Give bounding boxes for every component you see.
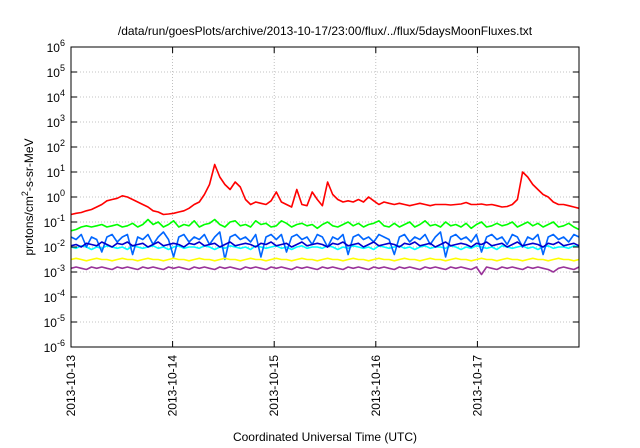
y-tick-base: 10 <box>44 341 58 355</box>
y-tick-base: 10 <box>47 141 61 155</box>
y-tick-exp: -3 <box>57 263 65 273</box>
y-tick-exp: -4 <box>57 288 65 298</box>
y-tick-exp: -6 <box>57 338 65 348</box>
y-tick-base: 10 <box>47 41 61 55</box>
y-tick-exp: 0 <box>60 188 65 198</box>
y-tick-base: 10 <box>44 291 58 305</box>
y-tick-base: 10 <box>44 216 58 230</box>
y-tick-label: 106 <box>47 38 65 55</box>
ticks <box>70 46 579 348</box>
y-axis-label-rest: -s-sr-MeV <box>22 138 36 191</box>
y-tick-label: 102 <box>47 138 65 155</box>
y-tick-exp: -2 <box>57 238 65 248</box>
series-line <box>70 241 580 248</box>
y-tick-label: 10-3 <box>44 263 65 280</box>
y-tick-exp: 2 <box>60 138 65 148</box>
y-tick-label: 10-4 <box>44 288 65 305</box>
series-line <box>70 231 580 261</box>
y-axis-label-main: protons/cm <box>22 196 36 255</box>
y-tick-label: 105 <box>47 63 65 80</box>
x-tick-label: 2013-10-14 <box>166 355 180 417</box>
y-tick-base: 10 <box>47 66 61 80</box>
series-line <box>70 257 580 262</box>
y-tick-label: 100 <box>47 188 65 205</box>
y-tick-label: 10-5 <box>44 313 65 330</box>
y-tick-label: 104 <box>47 88 65 105</box>
y-tick-base: 10 <box>44 241 58 255</box>
series-line <box>70 218 580 232</box>
x-tick-label: 2013-10-16 <box>369 355 383 417</box>
y-tick-label: 10-6 <box>44 338 65 355</box>
x-tick-label: 2013-10-15 <box>267 355 281 417</box>
y-tick-base: 10 <box>47 116 61 130</box>
y-tick-exp: -5 <box>57 313 65 323</box>
y-tick-base: 10 <box>44 266 58 280</box>
y-tick-exp: 4 <box>60 88 65 98</box>
y-tick-label: 103 <box>47 113 65 130</box>
y-tick-label: 101 <box>47 163 65 180</box>
y-tick-exp: 3 <box>60 113 65 123</box>
y-tick-exp: 1 <box>60 163 65 173</box>
y-tick-label: 10-1 <box>44 213 65 230</box>
series-line <box>70 245 580 251</box>
y-axis-label: protons/cm2-s-sr-MeV <box>20 138 36 255</box>
y-tick-labels: 10-610-510-410-310-210-11001011021031041… <box>44 38 65 355</box>
y-tick-base: 10 <box>47 166 61 180</box>
series-line <box>70 266 580 276</box>
y-tick-base: 10 <box>47 91 61 105</box>
x-tick-label: 2013-10-17 <box>470 355 484 417</box>
x-tick-label: 2013-10-13 <box>64 355 78 417</box>
y-tick-exp: 5 <box>60 63 65 73</box>
y-tick-exp: -1 <box>57 213 65 223</box>
y-tick-base: 10 <box>47 191 61 205</box>
y-tick-base: 10 <box>44 316 58 330</box>
y-tick-exp: 6 <box>60 38 65 48</box>
chart-title: /data/run/goesPlots/archive/2013-10-17/2… <box>118 24 533 38</box>
y-axis-label-sup: 2 <box>20 191 30 196</box>
series-line <box>70 163 580 216</box>
y-tick-label: 10-2 <box>44 238 65 255</box>
x-tick-labels: 2013-10-13 2013-10-14 2013-10-15 2013-10-16… <box>64 355 484 417</box>
series-layer <box>70 163 580 276</box>
x-axis-label: Coordinated Universal Time (UTC) <box>233 430 417 444</box>
